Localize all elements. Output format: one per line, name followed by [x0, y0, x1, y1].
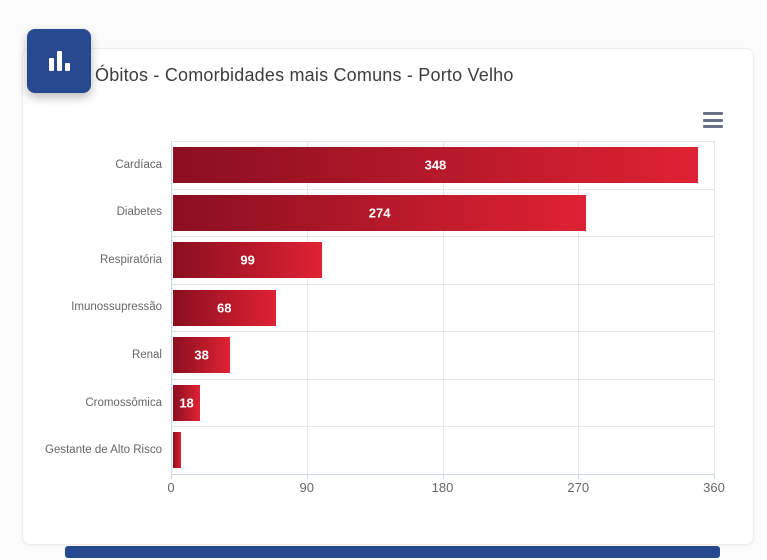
chart-title: Óbitos - Comorbidades mais Comuns - Port… [95, 65, 514, 85]
category-label: Gestante de Alto Risco [45, 444, 162, 457]
bar-respiratória[interactable]: 99 [173, 242, 323, 279]
horizontal-scrollbar-thumb[interactable] [65, 546, 720, 558]
bar-gestante-de-alto-risco[interactable] [173, 432, 181, 469]
gridline-90 [306, 141, 308, 474]
category-axis-labels: Cardíaca Diabetes Respiratória Imunossupres… [23, 141, 162, 474]
axis-tick-90 [306, 474, 308, 479]
bar-cromossômica[interactable]: 18 [173, 384, 201, 421]
bar-row: 274 [172, 188, 715, 237]
bar-diabetes[interactable]: 274 [173, 194, 587, 231]
bar-row: 68 [172, 283, 715, 332]
bar-row: 99 [172, 236, 715, 284]
bar-cardíaca[interactable]: 348 [173, 147, 698, 183]
chart-card: Óbitos - Comorbidades mais Comuns - Port… [22, 48, 754, 545]
chart-type-badge [27, 29, 91, 93]
bar-row: 38 [172, 331, 715, 379]
bar-chart-icon [48, 51, 70, 71]
x-axis-label-90: 90 [299, 480, 314, 495]
axis-tick-180 [442, 474, 444, 479]
x-axis-label-0: 0 [167, 480, 175, 495]
bar-value-label: 68 [217, 300, 232, 316]
bar-row [172, 426, 715, 474]
bar-imunossupressão[interactable]: 68 [173, 289, 276, 326]
axis-tick-270 [578, 474, 580, 479]
axis-tick-360 [714, 474, 715, 479]
bar-value-label: 274 [368, 205, 391, 221]
axis-tick-0 [171, 474, 172, 479]
category-label: Renal [131, 349, 162, 362]
bar-row: 18 [172, 378, 715, 427]
category-label: Imunossupressão [71, 301, 162, 314]
chart-context-menu-button[interactable] [703, 112, 725, 128]
category-label: Cardíaca [115, 158, 162, 171]
bar-value-label: 18 [179, 395, 194, 411]
plot-area: 348 274 99 68 38 18 [171, 141, 715, 479]
value-axis-labels: 0 90 180 270 360 [167, 480, 724, 496]
x-axis-label-180: 180 [431, 480, 454, 495]
gridline-270 [578, 141, 580, 474]
bar-value-label: 38 [194, 347, 209, 363]
gridline-180 [442, 141, 444, 474]
bar-row: 348 [172, 141, 715, 189]
x-axis-label-360: 360 [703, 480, 725, 495]
category-label: Cromossômica [85, 396, 162, 409]
bar-value-label: 99 [240, 252, 255, 268]
category-label: Diabetes [116, 206, 162, 219]
category-label: Respiratória [100, 253, 162, 266]
gridline-360 [714, 141, 715, 474]
bar-value-label: 348 [424, 157, 447, 173]
bar-renal[interactable]: 38 [173, 337, 231, 374]
x-axis-label-270: 270 [567, 480, 590, 495]
